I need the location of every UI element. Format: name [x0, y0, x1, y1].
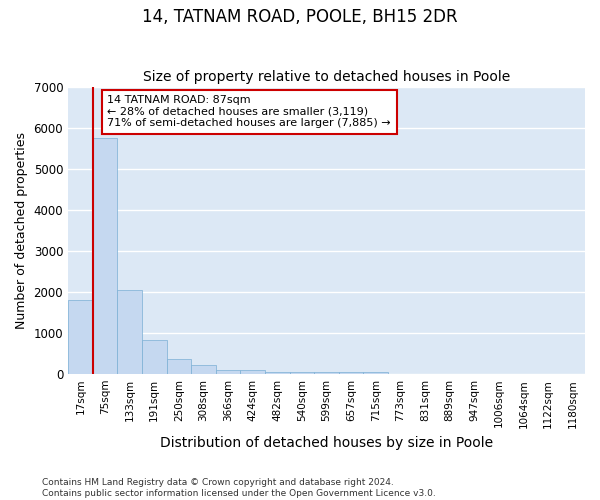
Y-axis label: Number of detached properties: Number of detached properties: [15, 132, 28, 329]
Text: Contains HM Land Registry data © Crown copyright and database right 2024.
Contai: Contains HM Land Registry data © Crown c…: [42, 478, 436, 498]
Title: Size of property relative to detached houses in Poole: Size of property relative to detached ho…: [143, 70, 510, 85]
Bar: [167, 359, 191, 374]
Bar: [92, 138, 117, 374]
Bar: [339, 372, 364, 374]
Bar: [68, 300, 92, 374]
Bar: [117, 290, 142, 374]
Bar: [142, 340, 167, 374]
Bar: [216, 370, 241, 374]
Bar: [290, 372, 314, 374]
Bar: [191, 365, 216, 374]
Bar: [364, 372, 388, 374]
Bar: [265, 372, 290, 374]
Text: 14 TATNAM ROAD: 87sqm
← 28% of detached houses are smaller (3,119)
71% of semi-d: 14 TATNAM ROAD: 87sqm ← 28% of detached …: [107, 96, 391, 128]
Bar: [241, 370, 265, 374]
Text: 14, TATNAM ROAD, POOLE, BH15 2DR: 14, TATNAM ROAD, POOLE, BH15 2DR: [142, 8, 458, 26]
Bar: [314, 372, 339, 374]
X-axis label: Distribution of detached houses by size in Poole: Distribution of detached houses by size …: [160, 436, 493, 450]
